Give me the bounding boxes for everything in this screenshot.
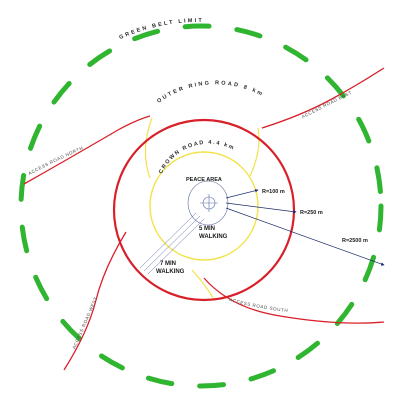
green-belt-label: GREEN BELT LIMIT — [118, 18, 204, 41]
spiral-road-s — [191, 269, 215, 301]
peace-area-label: PEACE AREA — [186, 177, 222, 183]
walking-path-line-b — [143, 215, 201, 272]
radius-250-label: R=250 m — [300, 210, 323, 216]
access-road-west — [63, 231, 127, 371]
radius-arrow-2500 — [225, 207, 385, 266]
walking-path-line-a — [139, 212, 197, 269]
outer-ring-label: OUTER RING ROAD 8 km — [156, 80, 265, 104]
crown-road-label: CROWN ROAD 4.4 km — [158, 140, 236, 175]
radius-2500-label: R=2500 m — [342, 238, 368, 244]
radius-arrow-250 — [225, 202, 297, 214]
access-road-east — [261, 67, 385, 129]
green-belt-limit — [18, 23, 384, 389]
walk-5-label-line2: WALKING — [199, 234, 228, 240]
outer-ring-road — [112, 118, 296, 302]
radius-arrow-100 — [225, 189, 259, 199]
access-east-label: ACCESS ROAD EAST — [301, 90, 353, 120]
walk-5-label-line1: 5 MIN — [199, 226, 215, 232]
radius-100-label: R=100 m — [262, 189, 285, 195]
walk-7-label-line2: WALKING — [156, 269, 185, 275]
spiral-road-nw — [144, 117, 153, 179]
access-road-north — [23, 115, 151, 185]
crown-road-ring — [149, 151, 259, 261]
access-west-label: ACCESS ROAD WEST — [71, 296, 98, 350]
walking-path-line-c — [147, 218, 205, 275]
spiral-road-ne — [249, 127, 260, 177]
walk-7-label-line1: 7 MIN — [160, 261, 176, 267]
access-north-label: ACCESS ROAD NORTH — [28, 145, 85, 176]
access-road-south — [203, 277, 385, 324]
